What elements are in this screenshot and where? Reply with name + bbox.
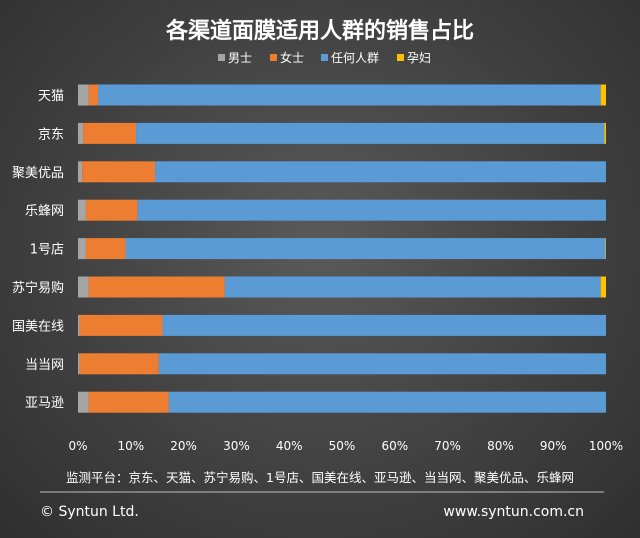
bar-segment: [79, 353, 159, 375]
bar-segment: [158, 353, 606, 375]
bar-segment: [83, 122, 137, 144]
legend-label-2: 任何人群: [331, 51, 379, 65]
category-label: 苏宁易购: [12, 280, 64, 296]
bar-segment: [78, 84, 89, 106]
copyright: © Syntun Ltd.: [40, 504, 139, 520]
legend-swatch-3: [397, 54, 404, 61]
x-tick-label: 100%: [589, 439, 623, 453]
bar-segment: [604, 122, 606, 144]
category-label: 当当网: [25, 358, 64, 373]
bar-segment: [98, 84, 601, 106]
x-tick-label: 80%: [487, 439, 514, 453]
x-tick-label: 40%: [276, 439, 303, 453]
bar-segment: [600, 84, 606, 106]
bar-segment: [78, 161, 83, 183]
category-label: 乐蜂网: [25, 204, 64, 219]
bar-segment: [78, 199, 86, 221]
legend-swatch-0: [218, 54, 225, 61]
legend: 男士 女士 任何人群 孕妇: [218, 50, 431, 65]
legend-swatch-1: [270, 54, 277, 61]
bar-segment: [82, 161, 156, 183]
bar-segment: [79, 314, 163, 336]
website: www.syntun.com.cn: [443, 504, 584, 520]
chart-title: 各渠道面膜适用人群的销售占比: [165, 18, 474, 44]
bars: [78, 84, 607, 413]
legend-label-1: 女士: [280, 50, 304, 65]
bar-segment: [88, 391, 169, 413]
x-tick-label: 20%: [170, 439, 197, 453]
bar-segment: [88, 84, 99, 106]
bar-segment: [136, 122, 605, 144]
category-label: 亚马逊: [25, 396, 64, 411]
x-tick-label: 70%: [434, 439, 461, 453]
x-tick-label: 30%: [223, 439, 250, 453]
bar-segment: [78, 391, 89, 413]
category-label: 京东: [38, 127, 64, 142]
x-tick-label: 10%: [117, 439, 144, 453]
bar-segment: [224, 276, 601, 298]
bar-segment: [78, 353, 80, 375]
category-label: 1号店: [30, 243, 64, 258]
category-label: 聚美优品: [12, 166, 64, 181]
category-label: 国美在线: [12, 319, 64, 334]
x-axis-ticks: 0% 10% 20% 30% 40% 50% 60% 70% 80% 90% 100%: [68, 439, 623, 453]
bar-segment: [88, 276, 225, 298]
bar-segment: [600, 276, 606, 298]
x-tick-label: 50%: [329, 439, 356, 453]
bar-segment: [168, 391, 606, 413]
bar-segment: [78, 314, 80, 336]
x-tick-label: 90%: [540, 439, 567, 453]
bar-segment: [155, 161, 606, 183]
bar-segment: [85, 238, 126, 260]
category-label: 天猫: [38, 89, 64, 104]
x-tick-label: 60%: [381, 439, 408, 453]
bar-segment: [137, 199, 606, 221]
bar-segment: [125, 238, 606, 260]
x-tick-label: 0%: [68, 439, 87, 453]
bar-segment: [78, 122, 84, 144]
bar-segment: [162, 314, 607, 336]
bar-segment: [78, 276, 89, 298]
bar-segment: [605, 238, 606, 260]
source-note: 监测平台：京东、天猫、苏宁易购、1号店、国美在线、亚马逊、当当网、聚美优品、乐蜂…: [66, 470, 574, 485]
legend-swatch-2: [321, 54, 328, 61]
legend-label-0: 男士: [228, 51, 252, 65]
bar-segment: [85, 199, 138, 221]
legend-label-3: 孕妇: [407, 51, 431, 65]
bar-segment: [78, 238, 86, 260]
